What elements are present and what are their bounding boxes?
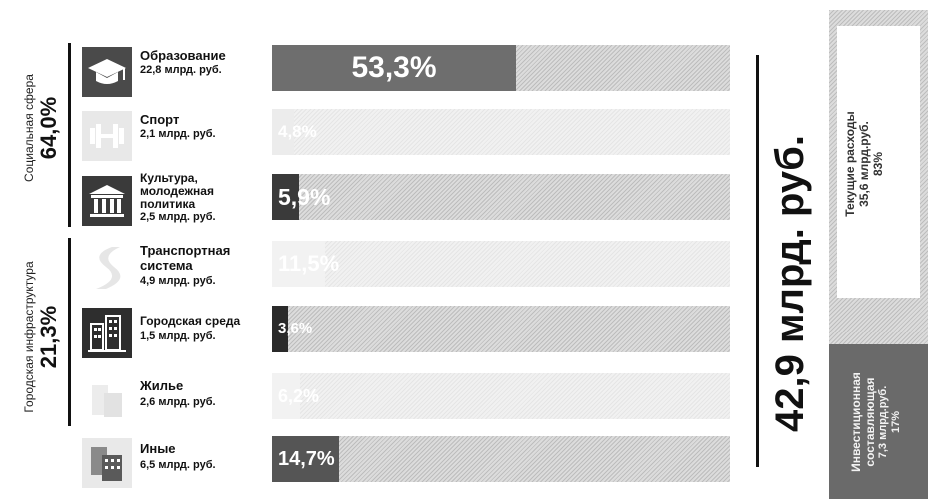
category-name-line: молодежная bbox=[140, 184, 214, 198]
structure-column: Текущие расходы 35,6 млрд.руб. 83% Инвес… bbox=[829, 10, 928, 499]
bar-label: 53,3% bbox=[351, 51, 437, 84]
category-name-line: Транспортная bbox=[140, 243, 231, 258]
category-name: Жилье bbox=[140, 378, 184, 393]
group-urban-divider bbox=[68, 238, 71, 426]
category-name-line: система bbox=[140, 258, 193, 273]
group-urban-share: 21,3% bbox=[36, 305, 61, 369]
bar-fill bbox=[272, 174, 299, 220]
investment-name-line: составляющая bbox=[863, 377, 877, 467]
category-amount: 2,1 млрд. руб. bbox=[140, 128, 216, 140]
bar-fill bbox=[272, 436, 339, 482]
dumbbell-icon bbox=[82, 111, 132, 161]
bar-track: 3,6% bbox=[272, 306, 730, 352]
category-name: Спорт bbox=[140, 112, 180, 127]
bar-fill bbox=[272, 241, 325, 287]
category-name: Городская среда bbox=[140, 314, 241, 328]
bar-label: 4,8% bbox=[278, 122, 317, 141]
category-amount: 2,6 млрд. руб. bbox=[140, 396, 216, 408]
bar-label: 14,7% bbox=[278, 448, 335, 470]
housing-icon bbox=[82, 375, 132, 425]
category-name: Образование bbox=[140, 48, 226, 63]
total-divider bbox=[756, 55, 759, 467]
group-social-share: 64,0% bbox=[36, 96, 61, 160]
category-amount: 1,5 млрд. руб. bbox=[140, 330, 216, 342]
group-social-divider bbox=[68, 43, 71, 227]
total-amount: 42,9 млрд. руб. bbox=[768, 135, 812, 432]
bar-track: 14,7% bbox=[272, 436, 730, 482]
investment-share: 17% bbox=[890, 410, 902, 434]
structure-investment: Инвестиционная составляющая 7,3 млрд.руб… bbox=[829, 332, 928, 499]
graduation-cap-icon bbox=[82, 47, 132, 97]
category-name-line: политика bbox=[140, 197, 196, 211]
current-expenses-share: 83% bbox=[871, 151, 885, 177]
investment-amount: 7,3 млрд.руб. bbox=[877, 385, 889, 459]
bar-track: 4,8% bbox=[272, 109, 730, 155]
bar-label: 11,5% bbox=[278, 251, 340, 276]
bar-track: 5,9% bbox=[272, 174, 730, 220]
category-name: Иные bbox=[140, 441, 176, 456]
bar-label: 5,9% bbox=[278, 184, 331, 210]
category-amount: 22,8 млрд. руб. bbox=[140, 64, 222, 76]
category-name-line: Культура, bbox=[140, 171, 198, 185]
category-amount: 6,5 млрд. руб. bbox=[140, 459, 216, 471]
bar-track: 11,5% bbox=[272, 241, 730, 287]
city-icon bbox=[82, 308, 132, 358]
road-icon bbox=[82, 243, 132, 293]
category-amount: 2,5 млрд. руб. bbox=[140, 211, 216, 223]
structure-current-expenses: Текущие расходы 35,6 млрд.руб. 83% bbox=[829, 10, 928, 332]
investment-name-line: Инвестиционная bbox=[849, 372, 863, 472]
museum-icon bbox=[82, 176, 132, 226]
bar-track: 53,3% bbox=[272, 45, 730, 91]
buildings-icon bbox=[82, 438, 132, 488]
bar-label: 6,2% bbox=[278, 386, 320, 406]
category-amount: 4,9 млрд. руб. bbox=[140, 275, 216, 287]
bar-fill bbox=[272, 373, 300, 419]
bar-fill bbox=[272, 45, 516, 91]
bar-label: 3,6% bbox=[278, 320, 313, 337]
bar-track: 6,2% bbox=[272, 373, 730, 419]
group-urban-name: Городская инфраструктура bbox=[22, 261, 36, 413]
group-social-name: Социальная сфера bbox=[22, 74, 36, 182]
current-expenses-amount: 35,6 млрд.руб. bbox=[857, 121, 871, 207]
bar-fill bbox=[272, 306, 288, 352]
current-expenses-name: Текущие расходы bbox=[843, 111, 857, 217]
bar-fill bbox=[272, 109, 294, 155]
